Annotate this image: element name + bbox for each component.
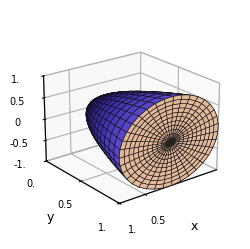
- Y-axis label: y: y: [46, 211, 54, 224]
- X-axis label: x: x: [191, 220, 198, 233]
